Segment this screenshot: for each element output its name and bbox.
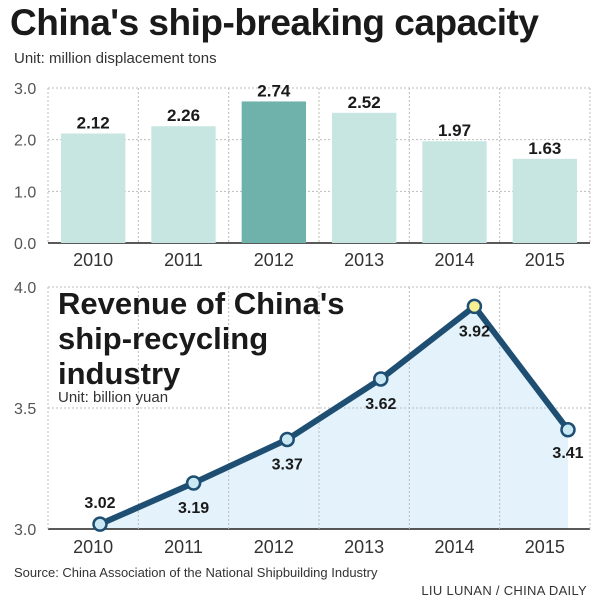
line-chart-x-tick-label: 2012 xyxy=(254,537,294,557)
line-point-label: 3.62 xyxy=(365,396,396,413)
bar-chart-unit: Unit: million displacement tons xyxy=(14,50,217,67)
line-point-label: 3.02 xyxy=(84,495,115,512)
line-point-2015 xyxy=(560,422,576,438)
line-chart-y-tick-label: 4.0 xyxy=(14,280,36,297)
bar-chart-y-tick-label: 2.0 xyxy=(14,133,36,150)
line-point-2013 xyxy=(373,371,389,387)
bar-chart-x-tick-label: 2015 xyxy=(525,250,565,270)
line-point-2014 xyxy=(466,298,483,315)
bar-chart-x-tick-label: 2012 xyxy=(254,250,294,270)
bar-2014 xyxy=(422,141,487,243)
bar-2013 xyxy=(332,112,397,243)
bar-chart-y-tick-label: 0.0 xyxy=(14,236,36,253)
bar-value-label: 2.52 xyxy=(348,93,381,112)
bar-value-label: 1.63 xyxy=(528,139,561,158)
bar-chart-x-tick-label: 2014 xyxy=(434,250,474,270)
line-point-label: 3.37 xyxy=(272,456,303,473)
bar-2015 xyxy=(512,158,577,243)
line-chart-y-tick-label: 3.0 xyxy=(14,522,36,539)
line-chart-x-tick-label: 2014 xyxy=(434,537,474,557)
bar-value-label: 2.12 xyxy=(77,113,110,132)
bar-2010 xyxy=(61,133,126,243)
line-point-2012 xyxy=(279,431,295,448)
bar-chart-title: China's ship-breaking capacity xyxy=(10,2,539,43)
credit-line: LIU LUNAN / CHINA DAILY xyxy=(421,583,587,598)
bar-chart-x-tick-label: 2013 xyxy=(344,250,384,270)
source-note: Source: China Association of the Nationa… xyxy=(14,565,378,580)
bar-2011 xyxy=(151,126,216,243)
line-point-2011 xyxy=(185,475,202,491)
bar-chart-y-tick-label: 3.0 xyxy=(14,81,36,98)
line-chart-x-tick-label: 2010 xyxy=(73,537,113,557)
bar-value-label: 2.26 xyxy=(167,106,200,125)
bar-2012 xyxy=(241,101,306,243)
line-point-label: 3.41 xyxy=(552,445,583,462)
line-point-label: 3.19 xyxy=(178,500,209,517)
line-chart-x-tick-label: 2015 xyxy=(525,537,565,557)
bar-value-label: 1.97 xyxy=(438,121,471,140)
line-chart-title: Revenue of China's ship-recycling indust… xyxy=(58,286,345,391)
line-chart-x-tick-label: 2013 xyxy=(344,537,384,557)
bar-value-label: 2.74 xyxy=(257,81,291,100)
line-chart-x-tick-label: 2011 xyxy=(164,537,203,557)
line-chart-unit: Unit: billion yuan xyxy=(58,389,169,406)
line-point-label: 3.92 xyxy=(459,323,490,340)
bar-chart-y-tick-label: 1.0 xyxy=(14,184,36,201)
line-point-2010 xyxy=(92,516,108,532)
bar-chart-x-tick-label: 2011 xyxy=(164,250,203,270)
bar-chart-x-tick-label: 2010 xyxy=(73,250,113,270)
line-chart-y-tick-label: 3.5 xyxy=(14,401,36,418)
line-series-revenue xyxy=(97,303,571,528)
